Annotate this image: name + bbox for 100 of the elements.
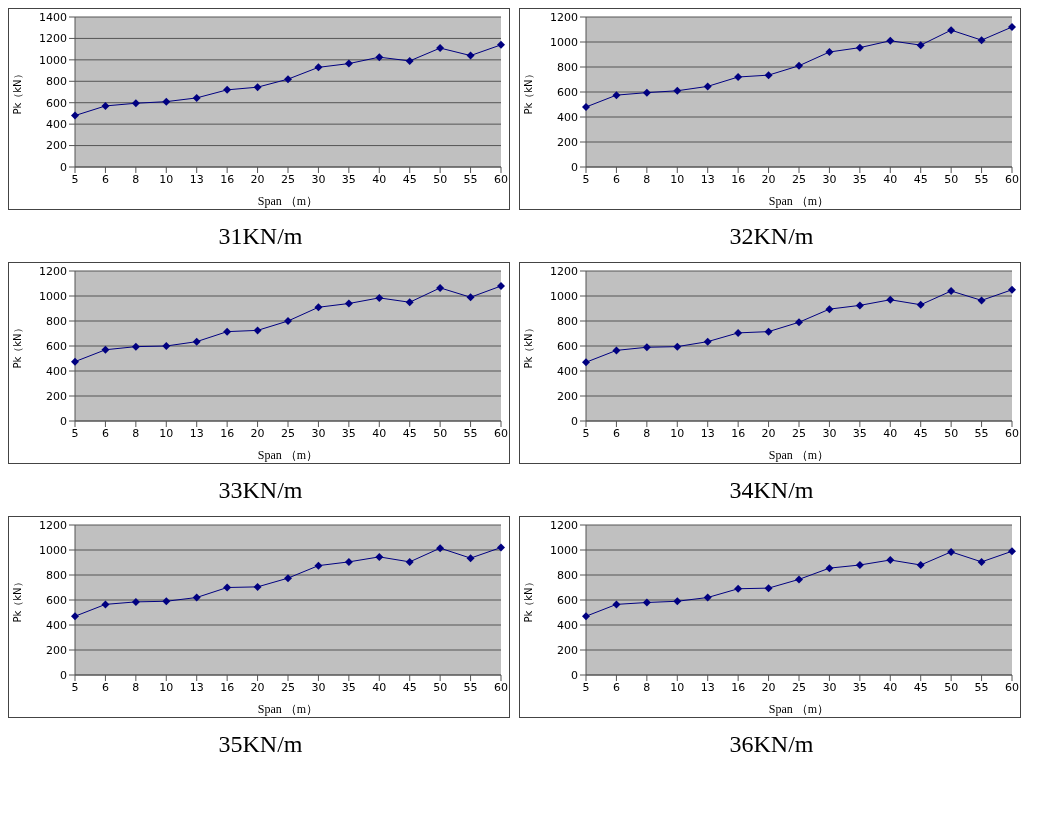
point: [497, 543, 505, 552]
point: [71, 111, 79, 120]
point: [375, 53, 384, 62]
x-tick-label: 6: [101, 172, 109, 186]
x-tick-label: 25: [792, 680, 806, 694]
y-tick-label: 600: [46, 96, 67, 110]
x-tick-label: 6: [612, 680, 620, 694]
point: [795, 318, 803, 327]
x-axis-title: Span （m）: [257, 194, 319, 208]
x-tick-label: 30: [822, 426, 837, 440]
x-tick-label: 50: [433, 426, 448, 440]
x-tick-label: 20: [250, 680, 265, 694]
y-tick-label: 800: [557, 568, 578, 582]
text: 36KN/m: [728, 730, 815, 759]
x-tick-label: 20: [250, 172, 265, 186]
y-tick-label: 1000: [39, 53, 67, 67]
y-tick-label: 200: [46, 389, 67, 403]
y-tick-label: 0: [571, 160, 578, 174]
point: [582, 103, 590, 111]
y-tick-label: 1200: [550, 518, 578, 532]
point: [825, 305, 834, 314]
text: 33KN/m: [217, 476, 304, 505]
x-tick-label: 30: [311, 426, 326, 440]
point: [192, 337, 201, 346]
x-tick-label: 40: [883, 426, 898, 440]
y-tick-label: 1000: [39, 289, 67, 303]
point: [977, 36, 986, 45]
x-tick-label: 25: [281, 426, 295, 440]
y-axis-title: Pk（kN）: [11, 577, 23, 623]
x-tick-label: 30: [822, 680, 837, 694]
x-tick-label: 10: [670, 680, 685, 694]
point: [253, 83, 262, 92]
x-tick-label: 55: [974, 680, 989, 694]
x-axis-title: Span （m）: [768, 448, 830, 462]
point: [855, 561, 864, 569]
point: [977, 557, 986, 566]
x-tick-label: 5: [71, 426, 79, 440]
x-tick-label: 40: [883, 680, 898, 694]
point: [162, 597, 171, 606]
point: [764, 584, 773, 593]
x-tick-label: 10: [670, 426, 685, 440]
x-tick-label: 25: [281, 172, 295, 186]
point: [284, 317, 292, 325]
x-tick-label: 35: [852, 426, 867, 440]
x-tick-label: 13: [700, 172, 715, 186]
x-tick-label: 60: [1005, 172, 1019, 186]
y-tick-label: 600: [46, 339, 67, 353]
x-tick-label: 8: [132, 426, 140, 440]
point: [375, 293, 384, 302]
x-tick-label: 60: [494, 426, 508, 440]
point: [947, 547, 956, 556]
x-tick-label: 16: [731, 426, 746, 440]
y-axis-title: Pk（kN）: [522, 69, 534, 115]
point: [734, 584, 743, 593]
point: [497, 40, 505, 49]
point: [734, 328, 743, 337]
point: [253, 582, 262, 591]
point: [314, 63, 323, 72]
point: [253, 326, 262, 335]
y-axis-title: Pk（kN）: [11, 323, 23, 369]
x-tick-label: 10: [159, 172, 174, 186]
point: [192, 93, 201, 102]
point: [642, 88, 651, 97]
point: [916, 561, 925, 569]
x-tick-label: 8: [643, 680, 651, 694]
text: 31KN/m: [217, 222, 304, 251]
x-tick-label: 8: [643, 426, 651, 440]
x-tick-label: 16: [731, 680, 746, 694]
point: [977, 296, 986, 305]
x-tick-label: 25: [281, 680, 295, 694]
x-tick-label: 55: [463, 426, 478, 440]
x-tick-label: 16: [731, 172, 746, 186]
y-tick-label: 600: [557, 593, 578, 607]
x-tick-label: 13: [189, 426, 204, 440]
point: [131, 597, 140, 606]
x-tick-label: 5: [582, 172, 590, 186]
y-tick-label: 1200: [39, 32, 67, 46]
point: [314, 561, 323, 570]
point: [795, 575, 803, 584]
y-tick-label: 0: [60, 160, 67, 174]
point: [436, 283, 445, 292]
point: [764, 327, 773, 336]
x-tick-label: 60: [494, 172, 508, 186]
point: [886, 556, 895, 564]
x-tick-label: 60: [1005, 426, 1019, 440]
x-tick-label: 25: [792, 172, 806, 186]
x-tick-label: 45: [402, 426, 417, 440]
y-tick-label: 1000: [550, 543, 578, 557]
point: [947, 287, 956, 295]
x-tick-label: 50: [944, 172, 959, 186]
point: [405, 298, 414, 307]
y-tick-label: 0: [60, 414, 67, 428]
y-tick-label: 1200: [39, 518, 67, 532]
y-tick-label: 1000: [39, 543, 67, 557]
point: [764, 71, 773, 80]
point: [344, 557, 353, 566]
point: [734, 73, 743, 81]
x-tick-label: 50: [944, 680, 959, 694]
point: [642, 343, 651, 352]
y-tick-label: 200: [557, 643, 578, 657]
